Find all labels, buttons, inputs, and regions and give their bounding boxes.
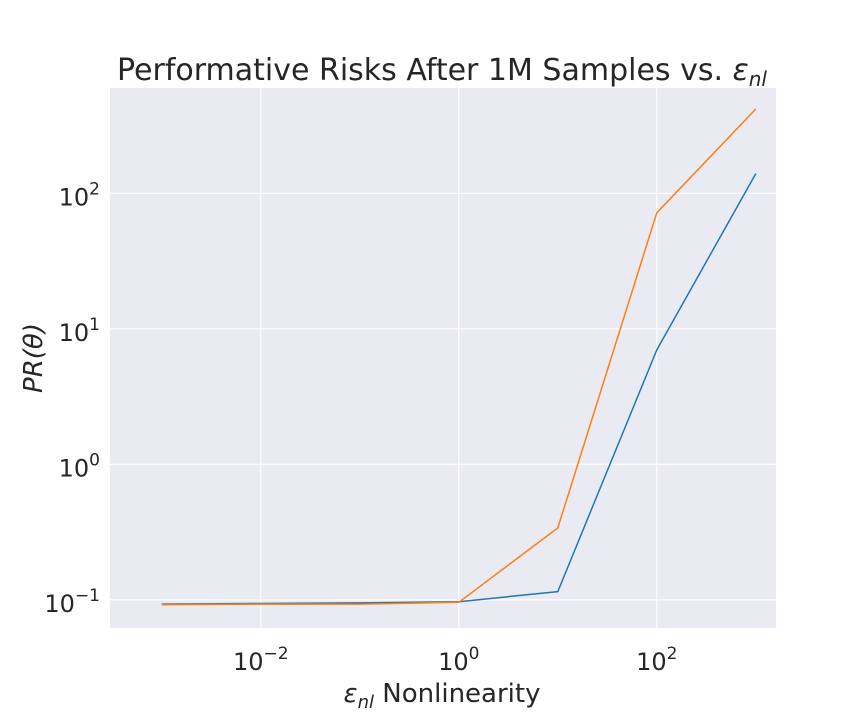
x-tick-label: 100 [438, 644, 479, 676]
grid-lines [110, 88, 776, 628]
y-tick-label: 10−1 [44, 586, 100, 618]
series-lines [161, 108, 757, 606]
x-tick-label: 10−2 [233, 644, 289, 676]
y-tick-label: 102 [59, 179, 100, 211]
x-tick-label: 102 [636, 644, 677, 676]
y-axis-label: PR(θ) [19, 323, 49, 393]
plot-area [110, 88, 776, 628]
tick-labels: 10−2 100 102 10−1 100 101 102 [44, 179, 677, 676]
x-axis-label: εnl Nonlinearity [344, 679, 541, 713]
y-tick-label: 100 [59, 450, 100, 482]
y-tick-label: 101 [59, 315, 100, 347]
series-line-2 [161, 108, 757, 606]
chart-title: Performative Risks After 1M Samples vs. … [117, 53, 767, 91]
